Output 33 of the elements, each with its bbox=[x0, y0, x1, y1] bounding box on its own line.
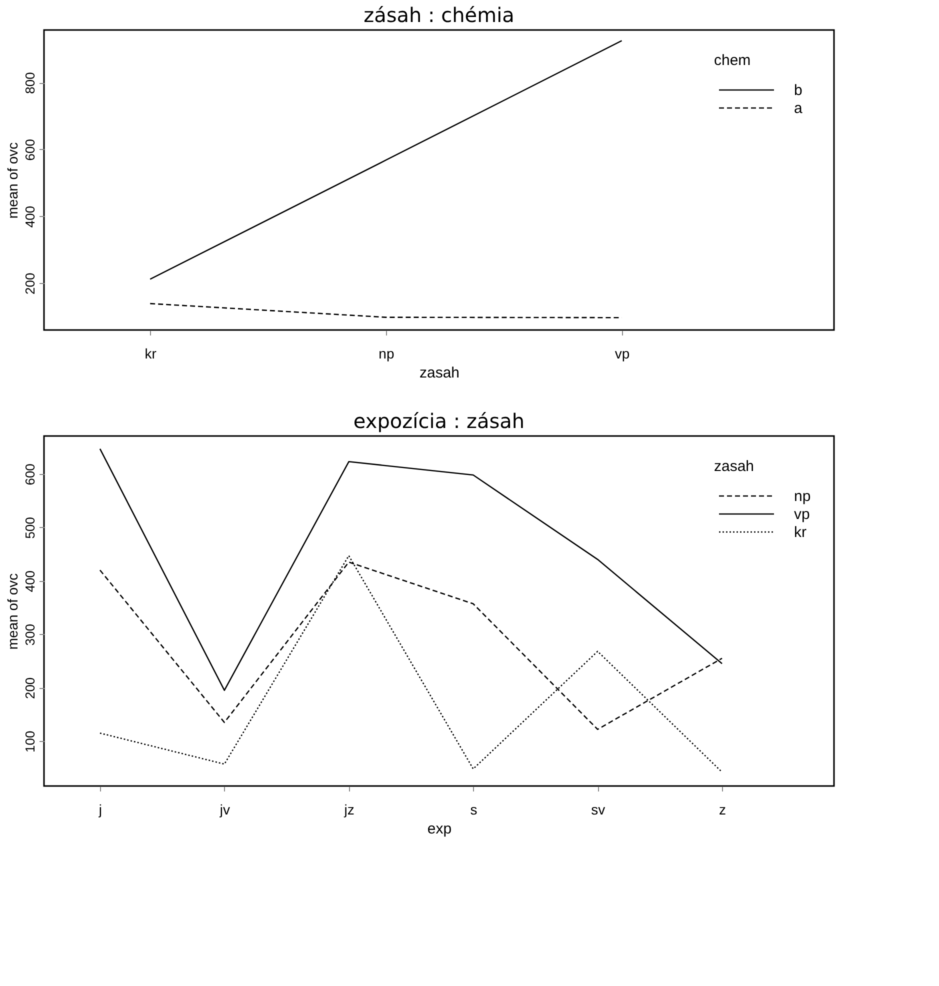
x-tick-label: vp bbox=[614, 346, 630, 362]
x-axis-title: exp bbox=[427, 820, 452, 838]
y-tick-label: 400 bbox=[22, 570, 38, 592]
chart-title: expozícia : zásah bbox=[353, 409, 525, 433]
x-tick-label: kr bbox=[144, 346, 157, 362]
legend-label: a bbox=[794, 100, 803, 117]
x-tick-label: sv bbox=[591, 802, 606, 818]
x-tick-label: s bbox=[470, 802, 478, 818]
x-tick-label: z bbox=[719, 802, 726, 818]
x-tick-label: np bbox=[378, 346, 394, 362]
y-axis-title: mean of ovc bbox=[4, 573, 20, 650]
y-axis-title: mean of ovc bbox=[4, 142, 20, 219]
y-tick-label: 300 bbox=[22, 624, 38, 646]
legend-label: b bbox=[794, 82, 802, 99]
x-axis-title: zasah bbox=[419, 364, 460, 382]
line-series bbox=[99, 555, 723, 773]
x-tick-label: j bbox=[98, 802, 102, 818]
y-tick-label: 500 bbox=[22, 517, 38, 539]
x-tick-label: jv bbox=[218, 802, 230, 818]
y-tick-label: 200 bbox=[22, 677, 38, 700]
x-tick-label: jz bbox=[343, 802, 354, 818]
y-tick-label: 200 bbox=[22, 272, 38, 295]
legend-title: zasah bbox=[714, 458, 754, 475]
chart-title: zásah : chémia bbox=[364, 3, 514, 27]
legend-label: vp bbox=[794, 506, 810, 523]
legend-label: kr bbox=[794, 524, 806, 541]
y-tick-label: 600 bbox=[22, 139, 38, 161]
y-tick-label: 400 bbox=[22, 206, 38, 228]
y-tick-label: 600 bbox=[22, 464, 38, 486]
legend-label: np bbox=[794, 488, 811, 505]
legend-title: chem bbox=[714, 52, 751, 69]
y-tick-label: 800 bbox=[22, 72, 38, 94]
y-tick-label: 100 bbox=[22, 730, 38, 752]
